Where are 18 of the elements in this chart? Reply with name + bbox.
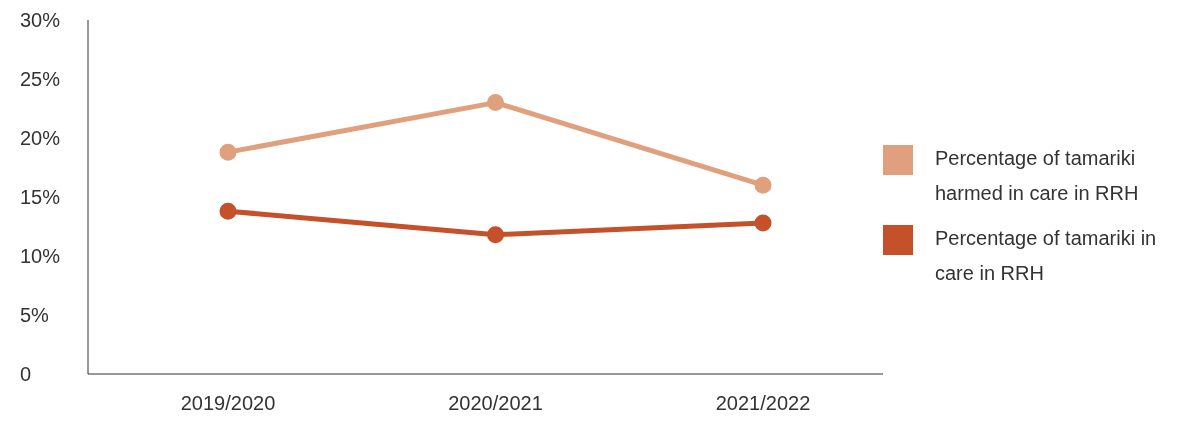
- y-tick-label: 20%: [20, 127, 61, 150]
- y-tick-label: 5%: [20, 304, 50, 327]
- x-tick-label: 2021/2022: [715, 392, 811, 415]
- y-tick-label: 10%: [20, 245, 61, 268]
- y-tick-label: 30%: [20, 9, 61, 32]
- point: [487, 226, 504, 244]
- y-tick-label: 25%: [20, 68, 61, 91]
- legend-label: Percentage of tamariki in care in RRH: [935, 226, 1158, 286]
- point: [219, 202, 237, 220]
- y-tick-label: 15%: [20, 186, 61, 209]
- point: [487, 94, 504, 112]
- point: [219, 143, 237, 161]
- x-tick-label: 2019/2020: [180, 392, 276, 415]
- y-tick-label: 0: [20, 363, 32, 386]
- point: [754, 214, 772, 232]
- point: [754, 176, 772, 194]
- legend-label: Percentage of tamariki harmed in care in RRH: [935, 146, 1140, 206]
- x-tick-label: 2020/2021: [448, 392, 543, 415]
